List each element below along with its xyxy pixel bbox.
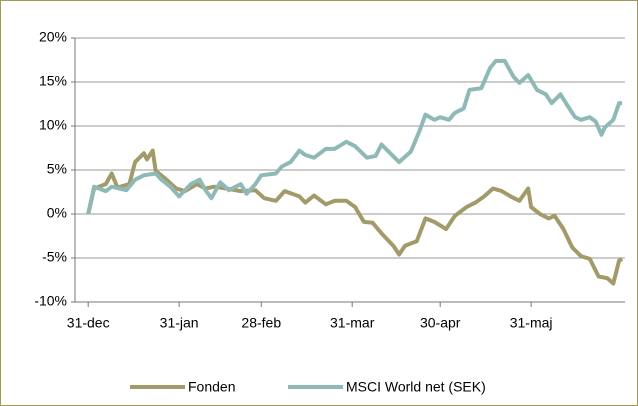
y-tick-label: -5% bbox=[42, 249, 67, 265]
y-tick-label: -10% bbox=[34, 293, 67, 309]
x-tick-label: 30-apr bbox=[420, 315, 461, 331]
y-tick-label: 10% bbox=[39, 117, 67, 133]
x-tick-label: 31-jan bbox=[160, 315, 199, 331]
x-tick-label: 31-mar bbox=[330, 315, 375, 331]
legend-label: MSCI World net (SEK) bbox=[346, 379, 486, 395]
y-tick-label: 5% bbox=[47, 161, 67, 177]
x-tick-label: 28-feb bbox=[241, 315, 281, 331]
series-line bbox=[86, 148, 624, 286]
legend-label: Fonden bbox=[188, 379, 235, 395]
y-tick-label: 20% bbox=[39, 29, 67, 45]
y-tick-label: 0% bbox=[47, 205, 67, 221]
x-tick-label: 31-dec bbox=[67, 315, 110, 331]
x-tick-label: 31-maj bbox=[510, 315, 553, 331]
y-tick-label: 15% bbox=[39, 73, 67, 89]
series-line bbox=[86, 58, 623, 215]
